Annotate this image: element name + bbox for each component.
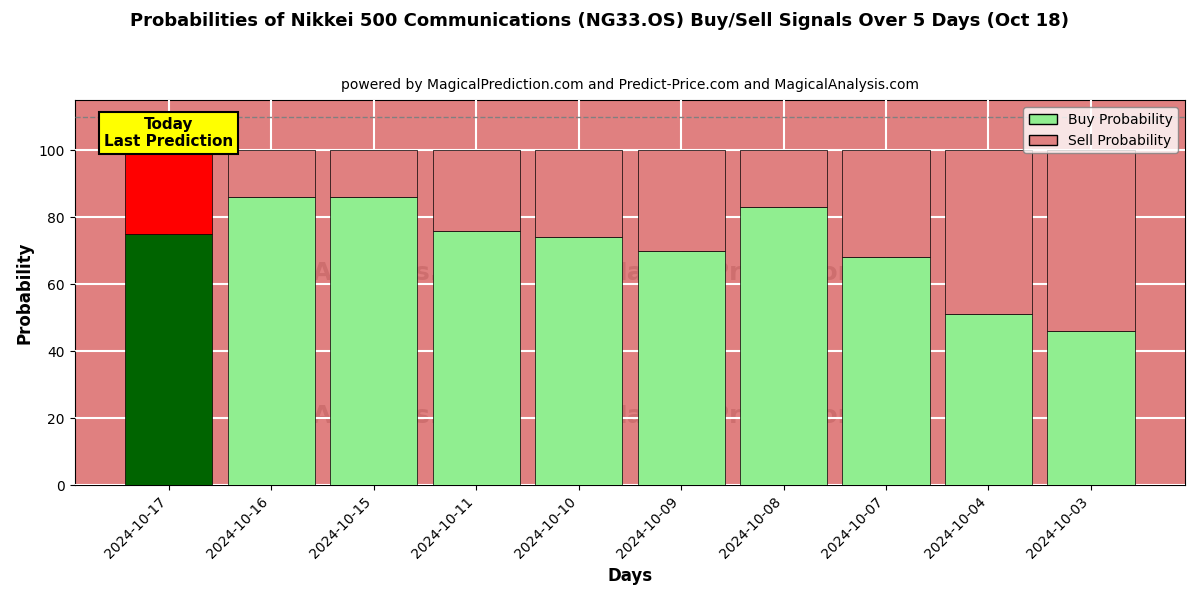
Text: Today
Last Prediction: Today Last Prediction (104, 117, 233, 149)
Bar (1048, 331, 1134, 485)
Bar (125, 234, 212, 485)
Title: powered by MagicalPrediction.com and Predict-Price.com and MagicalAnalysis.com: powered by MagicalPrediction.com and Pre… (341, 78, 919, 92)
Bar (944, 151, 1032, 314)
Bar (228, 197, 314, 485)
Bar (637, 151, 725, 251)
Text: Probabilities of Nikkei 500 Communications (NG33.OS) Buy/Sell Signals Over 5 Day: Probabilities of Nikkei 500 Communicatio… (131, 12, 1069, 30)
Bar (330, 197, 418, 485)
Bar (842, 151, 930, 257)
Bar (740, 151, 827, 207)
Bar (1048, 151, 1134, 331)
Bar (228, 151, 314, 197)
Bar (842, 257, 930, 485)
Bar (432, 230, 520, 485)
X-axis label: Days: Days (607, 567, 653, 585)
Bar (125, 151, 212, 234)
Bar (637, 251, 725, 485)
Bar (535, 151, 622, 238)
Text: calAnalysis.com: calAnalysis.com (272, 262, 498, 286)
Legend: Buy Probability, Sell Probability: Buy Probability, Sell Probability (1024, 107, 1178, 153)
Text: MagicalPrediction.com: MagicalPrediction.com (602, 404, 924, 428)
Text: calAnalysis.com: calAnalysis.com (272, 404, 498, 428)
Bar (944, 314, 1032, 485)
Bar (330, 151, 418, 197)
Bar (740, 207, 827, 485)
Bar (535, 238, 622, 485)
Bar (432, 151, 520, 230)
Text: MagicalPrediction.com: MagicalPrediction.com (602, 262, 924, 286)
Y-axis label: Probability: Probability (16, 241, 34, 344)
